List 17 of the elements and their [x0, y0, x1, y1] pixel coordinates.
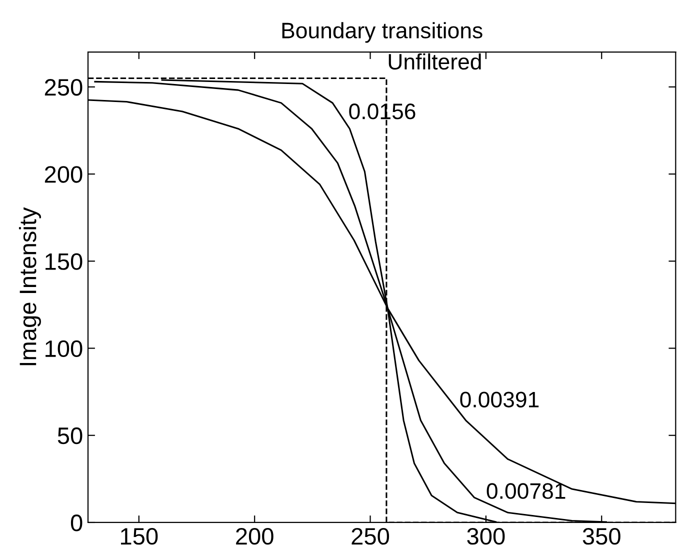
y-axis-title: Image Intensity: [18, 207, 41, 366]
y-tick-label: 200: [44, 166, 82, 183]
y-tick-label: 100: [46, 340, 82, 358]
y-tick-label: 50: [58, 427, 82, 444]
y-tick-label: 0: [70, 514, 82, 532]
x-tick-label: 150: [121, 528, 158, 545]
y-tick-label: 150: [46, 253, 82, 270]
chart-title: Boundary transitions: [282, 22, 482, 43]
x-tick-label: 350: [582, 528, 620, 545]
x-tick-label: 300: [467, 528, 505, 545]
x-tick-label: 250: [352, 528, 390, 545]
annotation: 0.0156: [349, 104, 416, 120]
y-tick-label: 250: [44, 78, 82, 96]
annotation: 0.00781: [486, 483, 566, 499]
annotation: Unfiltered: [388, 53, 481, 70]
x-tick-label: 200: [236, 528, 274, 545]
annotation: 0.00391: [460, 392, 539, 408]
